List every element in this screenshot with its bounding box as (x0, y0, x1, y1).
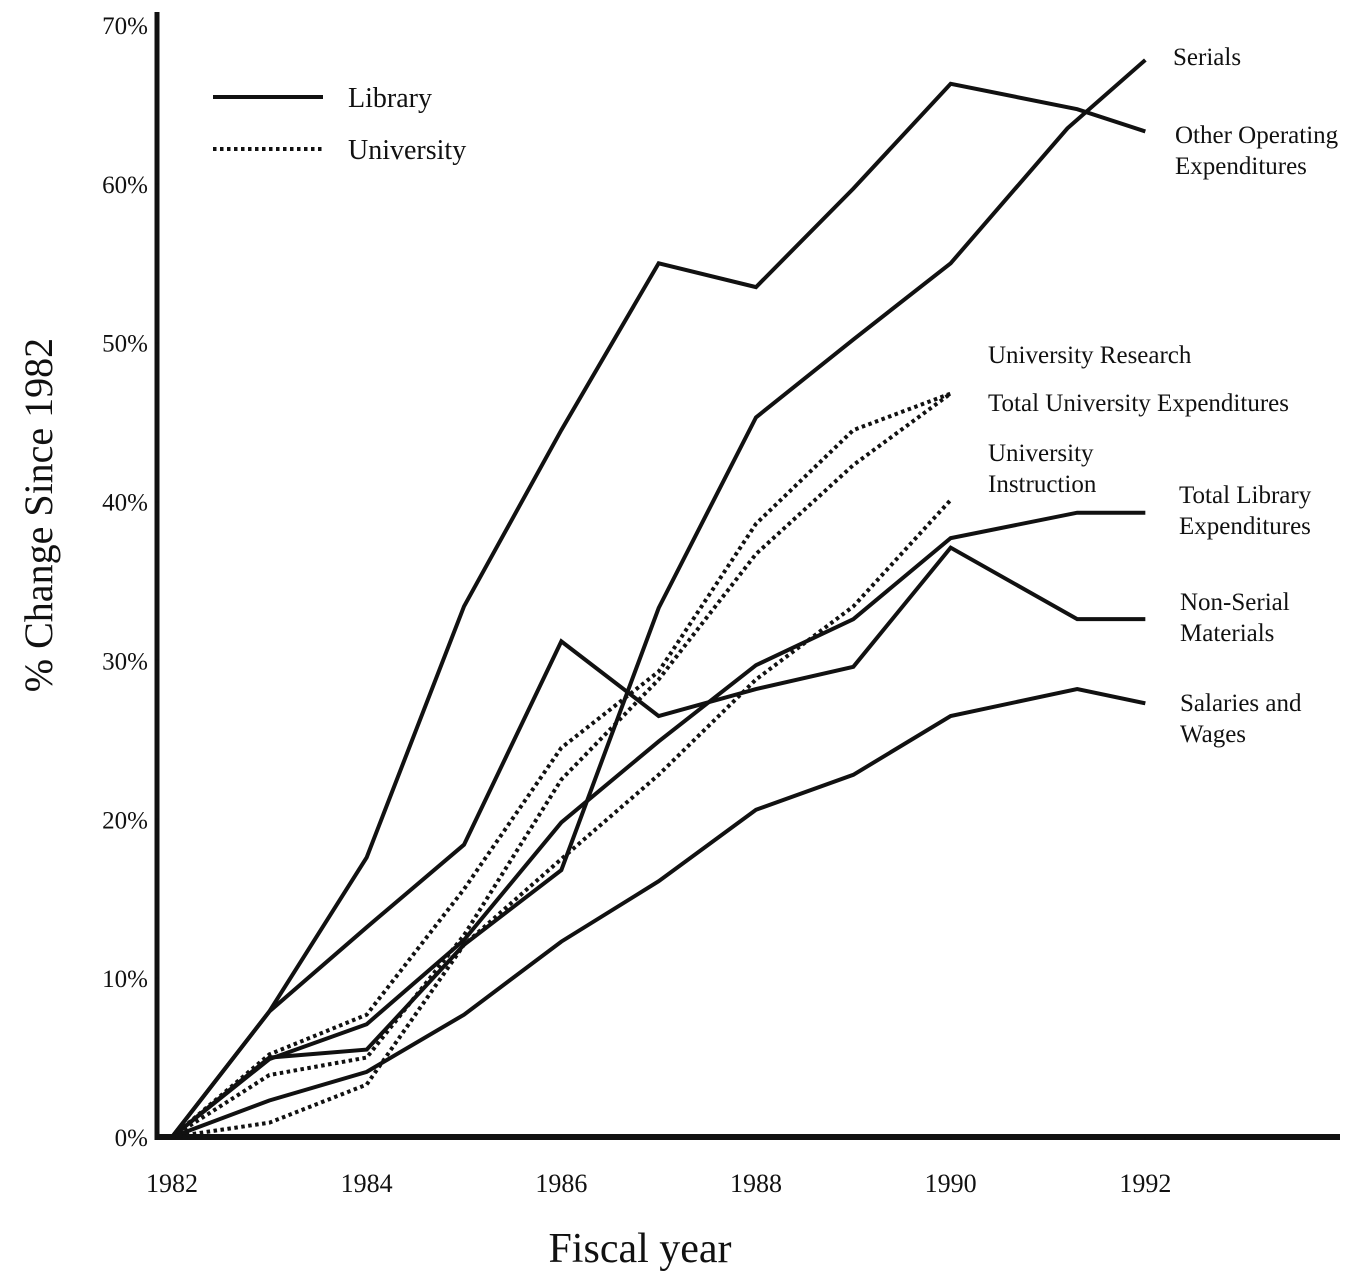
y-tick-label: 50% (102, 331, 148, 358)
series-label: University Instruction (988, 440, 1097, 498)
legend-label: University (348, 135, 466, 166)
x-tick-label: 1990 (925, 1169, 977, 1198)
series-label: Serials (1173, 44, 1242, 71)
y-tick-label: 30% (102, 648, 148, 675)
x-tick-label: 1986 (535, 1169, 587, 1198)
y-tick-label: 40% (102, 490, 148, 517)
series-label: Total Library Expenditures (1179, 482, 1312, 540)
series-label: Other Operating Expenditures (1175, 122, 1339, 180)
x-axis-title: Fiscal year (548, 1226, 731, 1272)
line (171, 498, 953, 1139)
line (170, 81, 1146, 1139)
legend-label: Library (348, 83, 432, 114)
line (170, 391, 952, 1139)
line (170, 58, 1147, 1139)
x-tick-label: 1984 (341, 1169, 393, 1198)
y-tick-label: 10% (102, 966, 148, 993)
line (170, 391, 952, 1139)
x-tick-label: 1992 (1119, 1169, 1171, 1198)
series-label: Total University Expenditures (988, 390, 1289, 417)
x-tick-label: 1982 (146, 1169, 198, 1198)
series-label: Salaries and Wages (1180, 690, 1302, 748)
series-label: Non-Serial Materials (1180, 589, 1290, 647)
line (170, 510, 1146, 1139)
line (171, 686, 1146, 1139)
line (170, 545, 1146, 1139)
series-label: University Research (988, 342, 1192, 369)
y-tick-label: 20% (102, 807, 148, 834)
y-tick-label: 70% (102, 13, 148, 40)
x-tick-label: 1988 (730, 1169, 782, 1198)
y-tick-label: 60% (102, 172, 148, 199)
y-tick-label: 0% (115, 1125, 148, 1152)
y-axis-title: % Change Since 1982 (16, 338, 61, 692)
